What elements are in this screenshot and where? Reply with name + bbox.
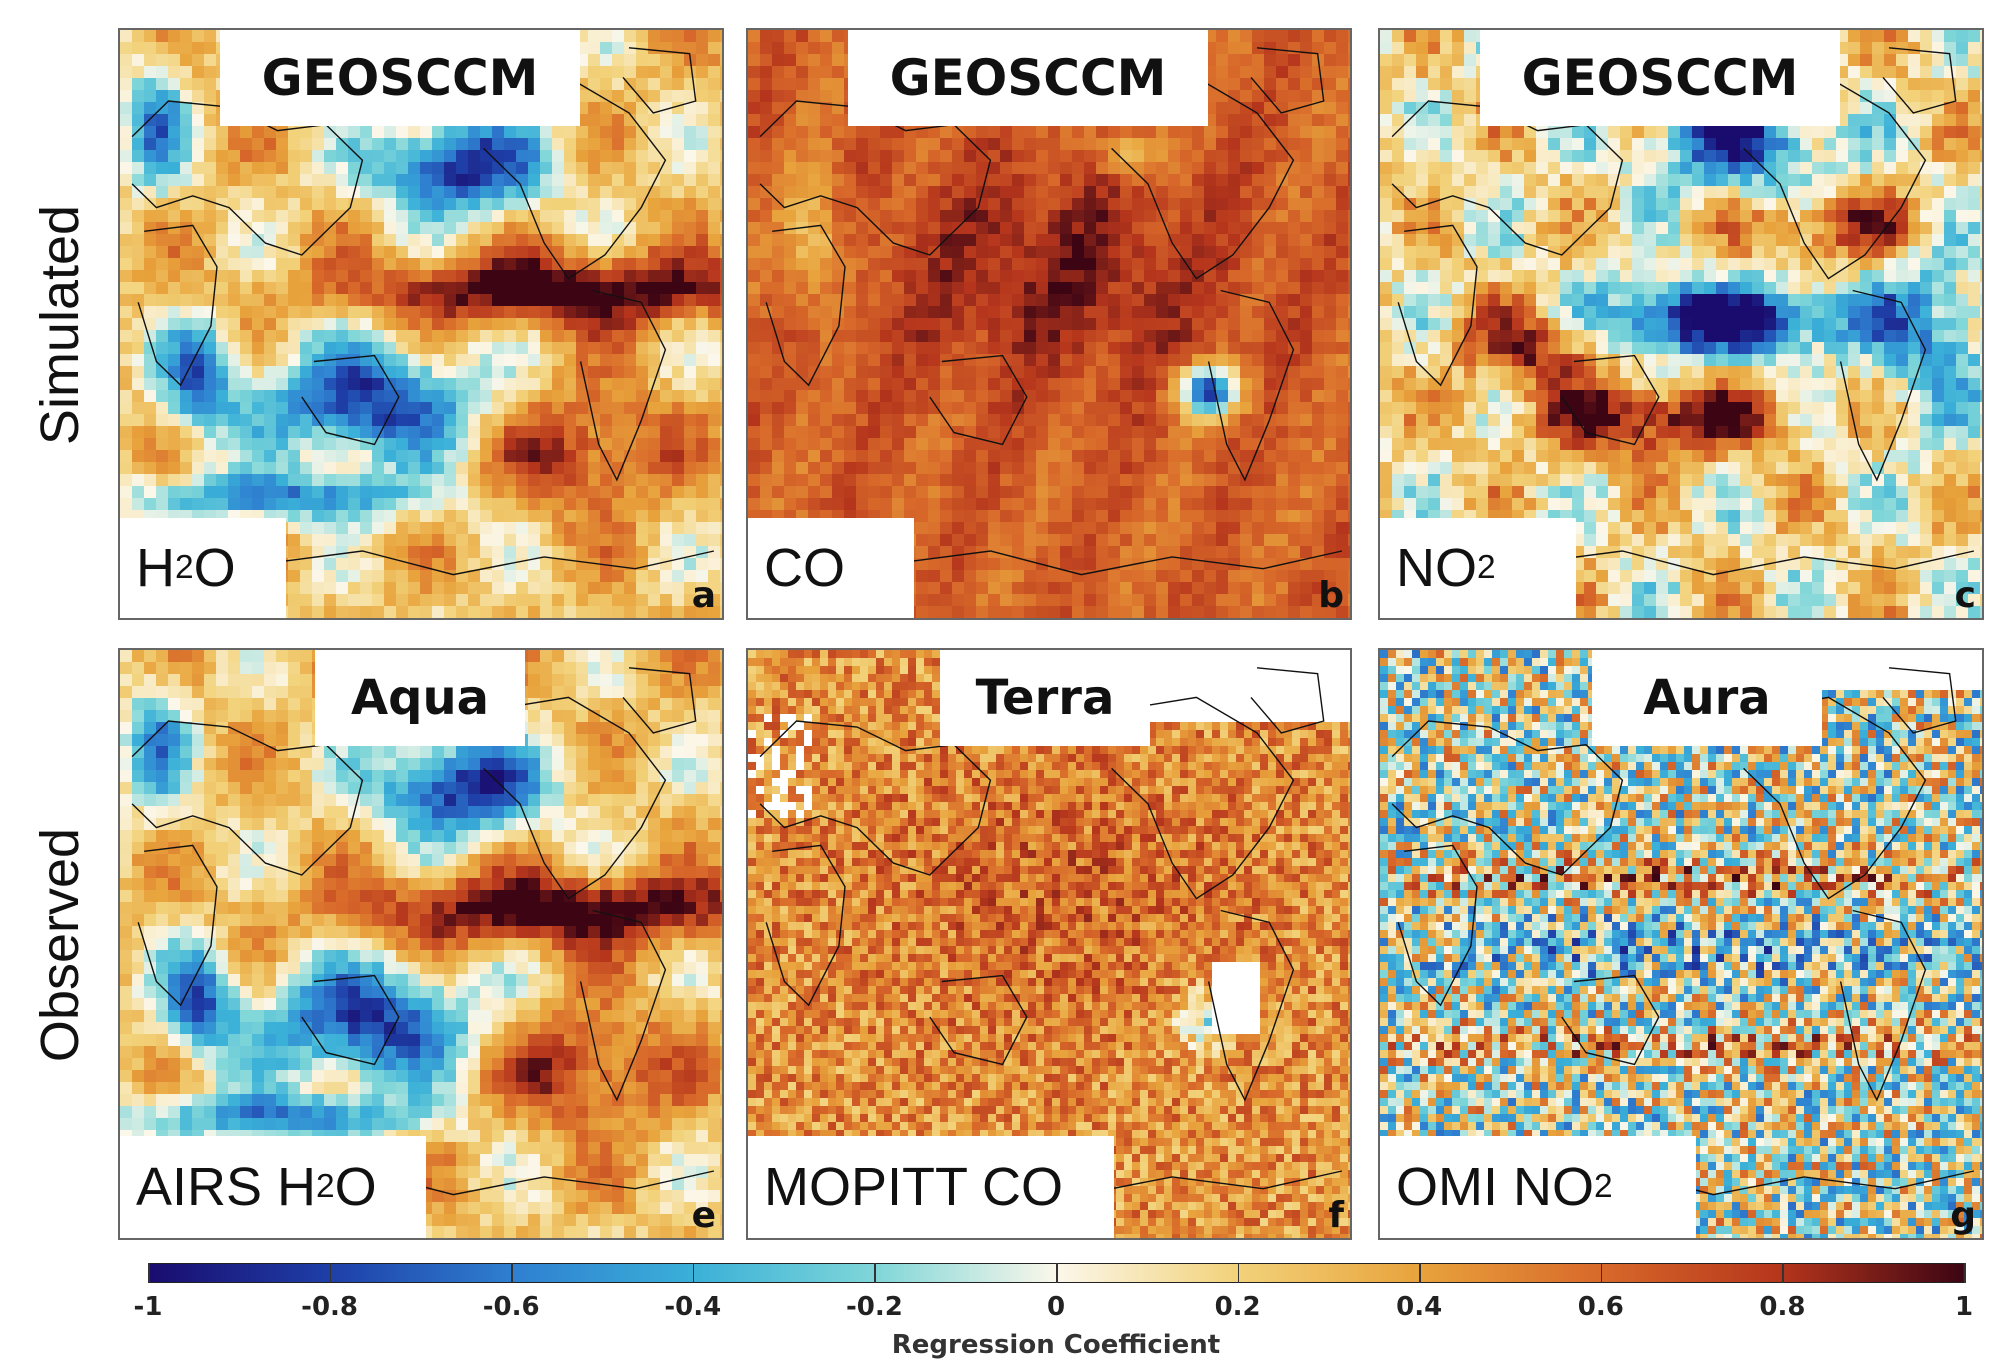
panel-title: GEOSCCM — [848, 30, 1208, 126]
colorbar-tick-label: 0.2 — [1215, 1292, 1261, 1322]
panel-title: GEOSCCM — [1480, 30, 1840, 126]
colorbar-tick-label: 0.6 — [1578, 1292, 1624, 1322]
map-panel-a: GEOSCCM H 2 O a — [118, 28, 724, 620]
colorbar-tick — [692, 1263, 695, 1283]
panel-variable-name: NO 2 — [1380, 518, 1576, 618]
panel-title: Aqua — [315, 650, 525, 746]
colorbar-tick-label: 1 — [1955, 1292, 1973, 1322]
panel-title: Aura — [1592, 650, 1822, 746]
row-label-simulated: Simulated — [0, 30, 120, 620]
map-panel-f: Terra MOPITT CO f — [746, 648, 1352, 1240]
colorbar-tick — [511, 1263, 513, 1283]
colorbar-tick — [1056, 1263, 1058, 1283]
coastline-overlay — [1391, 47, 1975, 576]
colorbar-tick — [1600, 1263, 1603, 1283]
regression-map — [748, 30, 1350, 618]
panel-letter: e — [692, 1195, 716, 1236]
colorbar-title: Regression Coefficient — [892, 1330, 1220, 1360]
colorbar-tick — [1237, 1263, 1240, 1283]
colorbar-tick-label: 0 — [1047, 1292, 1065, 1322]
colorbar-tick — [329, 1263, 332, 1283]
map-field — [748, 30, 1350, 618]
colorbar-tick — [1419, 1263, 1421, 1283]
colorbar-tick-label: 0.8 — [1759, 1292, 1805, 1322]
panel-title: Terra — [940, 650, 1150, 746]
panel-letter: f — [1328, 1195, 1344, 1236]
map-panel-c: GEOSCCM NO 2 c — [1378, 28, 1984, 620]
colorbar-tick — [1782, 1263, 1784, 1283]
panel-title: GEOSCCM — [220, 30, 580, 126]
panel-variable-name: CO — [748, 518, 914, 618]
row-label-observed: Observed — [0, 650, 120, 1240]
colorbar-tick — [874, 1263, 876, 1283]
regression-map — [1380, 30, 1982, 618]
colorbar-tick — [148, 1263, 150, 1283]
map-panel-g: Aura OMI NO 2 g — [1378, 648, 1984, 1240]
colorbar-tick-label: -0.8 — [301, 1292, 358, 1322]
colorbar-tick-label: -1 — [134, 1292, 163, 1322]
map-panel-b: GEOSCCM CO b — [746, 28, 1352, 620]
panel-letter: a — [692, 575, 716, 616]
panel-letter: b — [1318, 575, 1344, 616]
coastline-overlay — [759, 47, 1343, 576]
panel-letter: c — [1955, 575, 1976, 616]
panel-variable-name: MOPITT CO — [748, 1136, 1114, 1238]
colorbar-tick-label: -0.4 — [664, 1292, 721, 1322]
panel-letter: g — [1950, 1195, 1976, 1236]
panel-variable-name: OMI NO 2 — [1380, 1136, 1696, 1238]
colorbar-tick-label: -0.2 — [846, 1292, 903, 1322]
colorbar-tick-label: 0.4 — [1396, 1292, 1442, 1322]
colorbar-tick-label: -0.6 — [483, 1292, 540, 1322]
colorbar-tick — [1964, 1263, 1966, 1283]
